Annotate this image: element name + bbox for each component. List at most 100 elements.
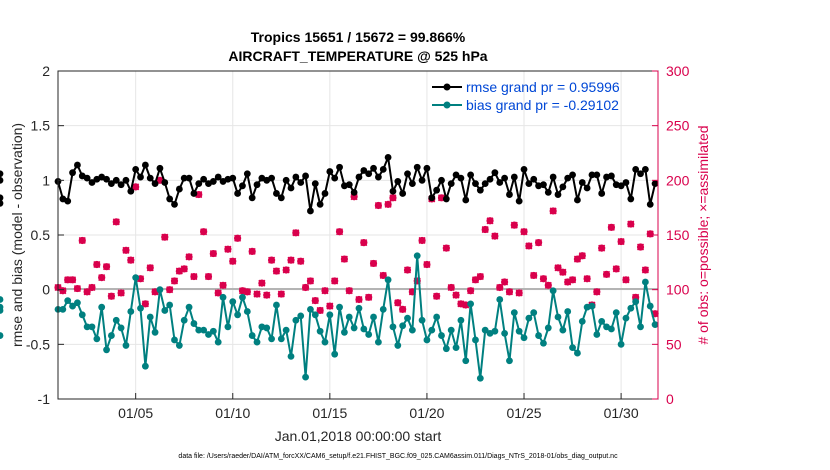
- rmse-data-point: [195, 180, 203, 188]
- bias-data-point: [622, 314, 630, 322]
- obs-assimilated-marker: [253, 290, 261, 298]
- bias-data-point: [452, 344, 460, 352]
- bias-data-point: [336, 303, 343, 311]
- bias-data-point: [360, 325, 368, 333]
- bias-data-point: [107, 332, 115, 339]
- bias-data-point: [98, 303, 106, 311]
- bias-data-point: [307, 305, 314, 313]
- rmse-data-point: [64, 197, 72, 205]
- rmse-data-point: [651, 180, 659, 188]
- obs-assimilated-marker: [569, 276, 577, 284]
- rmse-data-point: [166, 195, 174, 203]
- bias-data-point: [588, 302, 596, 310]
- obs-assimilated-marker: [539, 275, 547, 283]
- obs-assimilated-marker: [636, 243, 645, 251]
- x-tick-label: 01/05: [118, 405, 153, 421]
- rmse-data-point: [307, 207, 314, 215]
- bias-data-point: [316, 327, 324, 335]
- obs-assimilated-marker: [481, 226, 489, 234]
- rmse-data-point: [234, 190, 242, 197]
- rmse-data-point: [297, 179, 305, 186]
- obs-assimilated-marker: [340, 255, 348, 263]
- data-file-footnote: data file: /Users/raeder/DAI/ATM_forcXX/…: [178, 453, 618, 460]
- rmse-data-point: [200, 175, 208, 183]
- obs-assimilated-marker: [394, 299, 402, 307]
- obs-assimilated-marker: [190, 273, 198, 281]
- bias-data-point: [384, 276, 392, 284]
- rmse-data-point: [564, 174, 572, 182]
- bias-data-point: [447, 326, 455, 334]
- rmse-data-point: [171, 200, 178, 208]
- bias-data-point: [341, 328, 348, 336]
- bias-data-point: [394, 342, 402, 349]
- bias-data-point: [166, 301, 174, 309]
- bias-data-point: [418, 316, 426, 324]
- obs-assimilated-marker: [204, 273, 213, 281]
- axes: 01/05 01/10 01/15 01/20 01/25 01/30 -1 -0.5 0 0.5…: [26, 63, 690, 421]
- rmse-data-point: [345, 181, 353, 189]
- bias-data-point: [496, 296, 504, 303]
- rmse-data-point: [569, 171, 576, 179]
- obs-assimilated-marker: [641, 266, 649, 274]
- bias-data-point: [229, 298, 237, 306]
- obs-assimilated-marker: [501, 278, 509, 286]
- bias-data-point: [413, 252, 421, 260]
- bias-data-point: [578, 317, 586, 325]
- bias-data-point: [292, 316, 300, 324]
- obs-assimilated-marker: [132, 183, 140, 191]
- obs-assimilated-marker: [272, 267, 280, 275]
- bias-data-point: [399, 322, 407, 330]
- bias-data-point: [287, 352, 295, 360]
- bias-data-point: [540, 339, 547, 347]
- y-axis-label: rmse and bias (model - observation): [9, 123, 25, 347]
- obs-assimilated-marker: [78, 236, 86, 244]
- bias-data-point: [525, 314, 533, 322]
- rmse-data-point: [442, 195, 450, 203]
- rmse-data-point: [137, 173, 144, 181]
- rmse-data-point: [248, 194, 256, 202]
- obs-assimilated-marker: [219, 281, 227, 289]
- bias-data-point: [530, 309, 538, 317]
- rmse-data-point: [0, 194, 4, 202]
- rmse-data-point: [408, 180, 416, 188]
- rmse-data-point: [292, 173, 300, 181]
- rmse-data-point: [243, 170, 251, 178]
- bias-data-point: [282, 326, 290, 334]
- bias-data-point: [59, 305, 67, 313]
- bias-data-point: [544, 324, 552, 332]
- obs-assimilated-marker: [258, 279, 266, 287]
- obs-assimilated-marker: [520, 228, 528, 236]
- bias-data-point: [598, 317, 606, 325]
- rmse-data-point: [574, 196, 581, 204]
- obs-assimilated-marker: [73, 285, 81, 293]
- rmse-data-point: [593, 171, 601, 179]
- bias-data-point: [467, 300, 475, 308]
- y-tick-label: 0.5: [31, 227, 51, 243]
- rmse-data-point: [365, 170, 373, 178]
- obs-assimilated-marker: [559, 268, 567, 276]
- rmse-data-point: [0, 170, 4, 178]
- obs-assimilated-marker: [88, 283, 96, 292]
- obs-assimilated-marker: [277, 290, 285, 298]
- y2-tick-label: 100: [666, 282, 690, 298]
- rmse-data-point: [316, 200, 324, 208]
- rmse-data-point: [69, 169, 76, 177]
- bias-data-point: [433, 313, 441, 321]
- rmse-data-point: [559, 183, 567, 191]
- bias-data-point: [243, 308, 251, 315]
- obs-assimilated-marker: [214, 289, 222, 297]
- rmse-data-point: [622, 179, 630, 186]
- rmse-data-point: [277, 194, 285, 202]
- obs-assimilated-marker: [331, 277, 339, 285]
- rmse-data-point: [540, 181, 547, 189]
- bias-data-point: [103, 346, 110, 354]
- x-tick-label: 01/10: [215, 405, 250, 421]
- rmse-data-point: [462, 196, 470, 204]
- rmse-data-point: [549, 173, 557, 181]
- obs-assimilated-marker: [607, 223, 615, 231]
- obs-assimilated-marker: [117, 289, 125, 297]
- bias-data-point: [510, 309, 518, 317]
- obs-assimilated-marker: [146, 264, 154, 272]
- obs-count-markers: [54, 176, 659, 318]
